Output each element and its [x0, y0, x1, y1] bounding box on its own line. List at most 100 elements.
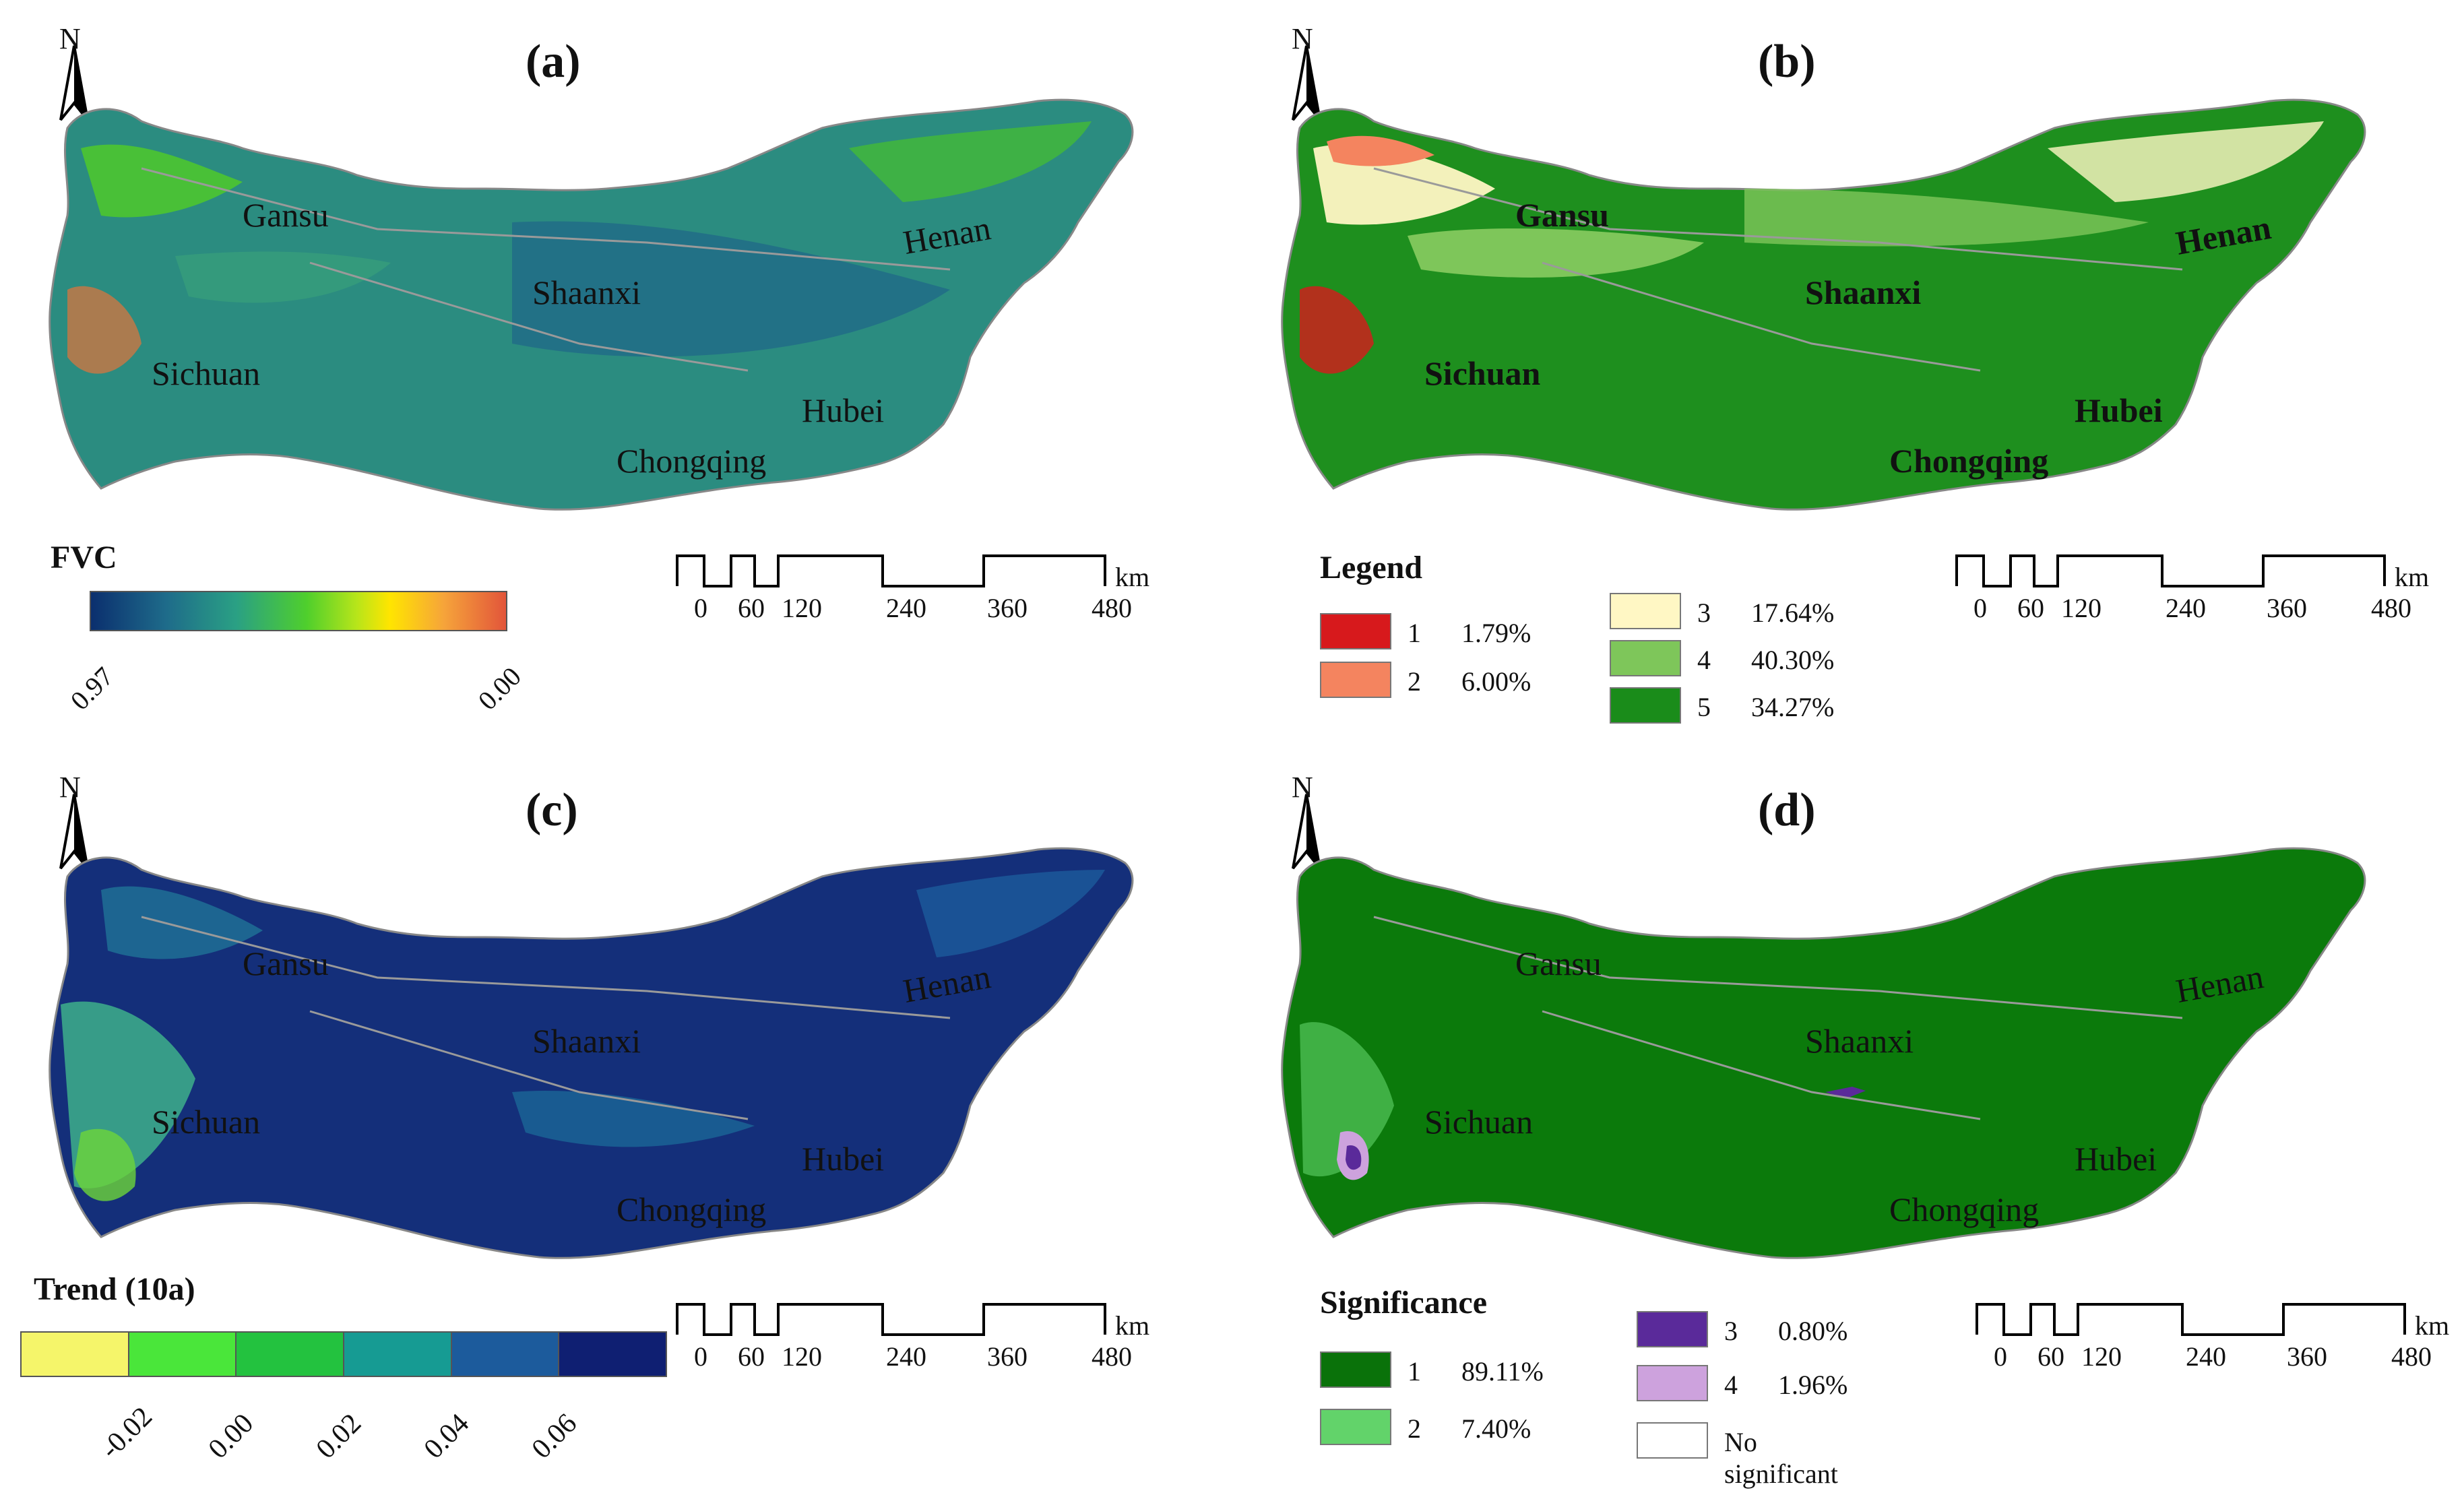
north-arrow-icon: [1292, 794, 1321, 870]
province-label-chongqing: Chongqing: [1889, 442, 2049, 480]
legend-class-pct: 89.11%: [1461, 1356, 1544, 1387]
scale-tick-360: 360: [987, 593, 1028, 623]
scale-tick-60: 60: [738, 593, 765, 623]
scale-tick-240: 240: [886, 1341, 926, 1372]
scale-tick-120: 120: [782, 593, 822, 623]
colorbar-min-label: 0.97: [64, 661, 120, 716]
trend-segment: [451, 1333, 560, 1376]
legend-swatch: [1610, 593, 1681, 629]
scale-tick-60: 60: [2017, 593, 2044, 623]
panel-a: (a) N Gansu Shaanxi Henan Sichuan Hubei …: [0, 0, 1232, 748]
scale-unit: km: [1115, 562, 1150, 592]
scale-bar: 0 60 120 240 360 480 km: [1973, 1298, 2464, 1392]
scale-tick-120: 120: [2081, 1341, 2122, 1372]
scale-bar: 0 60 120 240 360 480 km: [1953, 549, 2464, 643]
panel-d: (d) N Gansu Shaanxi Henan Sichuan Hubei …: [1232, 748, 2464, 1497]
north-arrow-icon: [1292, 45, 1321, 121]
legend-class-id: 5: [1697, 692, 1711, 722]
scale-tick-480: 480: [1092, 593, 1132, 623]
panel-label: (a): [526, 36, 581, 88]
legend-class-id: 4: [1724, 1370, 1738, 1400]
panel-c: (c) N Gansu Shaanxi Henan Sichuan Hubei …: [0, 748, 1232, 1497]
panel-label: (d): [1758, 784, 1816, 836]
scale-unit: km: [1115, 1310, 1150, 1341]
trend-tick: 0.02: [310, 1407, 368, 1465]
scale-unit: km: [2395, 562, 2430, 592]
province-label-hubei: Hubei: [2075, 1140, 2157, 1178]
scale-bar-graphic: [676, 554, 1106, 587]
province-label-chongqing: Chongqing: [617, 1190, 767, 1228]
legend-class-pct: 1.79%: [1461, 618, 1531, 648]
map-significance: [1281, 847, 2366, 1259]
legend-swatch: [1637, 1311, 1708, 1347]
scale-tick-360: 360: [2287, 1341, 2327, 1372]
legend-class-pct: 1.96%: [1778, 1370, 1848, 1400]
colorbar-max-label: 0.00: [472, 661, 528, 716]
trend-segment: [559, 1333, 666, 1376]
trend-tick: 0.06: [526, 1407, 583, 1465]
scale-tick-480: 480: [1092, 1341, 1132, 1372]
legend-title: FVC: [51, 540, 117, 575]
scale-bar: 0 60 120 240 360 480 km: [674, 549, 1213, 643]
province-label-shaanxi: Shaanxi: [1805, 1022, 1914, 1060]
legend-swatch: [1320, 1351, 1391, 1388]
trend-segment: [236, 1333, 345, 1376]
province-label-gansu: Gansu: [243, 196, 329, 234]
legend-class-id: 2: [1408, 666, 1421, 697]
legend-class-pct: 7.40%: [1461, 1413, 1531, 1444]
trend-tick: 0.00: [202, 1407, 260, 1465]
legend-class-id: 1: [1408, 1356, 1421, 1387]
legend-class-id: 2: [1408, 1413, 1421, 1444]
scale-tick-0: 0: [1973, 593, 1987, 623]
province-label-sichuan: Sichuan: [152, 354, 261, 392]
scale-bar-graphic: [1976, 1303, 2406, 1336]
legend-class-pct: 17.64%: [1751, 598, 1835, 628]
legend-swatch: [1637, 1422, 1708, 1459]
scale-tick-0: 0: [694, 1341, 707, 1372]
map-fvc: [49, 98, 1134, 511]
panel-b: (b) N Gansu Shaanxi Henan Sichuan Hubei …: [1232, 0, 2464, 748]
scale-tick-480: 480: [2371, 593, 2411, 623]
scale-tick-0: 0: [694, 593, 707, 623]
legend-title: Trend (10a): [34, 1271, 195, 1307]
province-label-chongqing: Chongqing: [1889, 1190, 2040, 1228]
trend-tick: -0.02: [94, 1401, 159, 1465]
trend-tick: 0.04: [418, 1407, 476, 1465]
legend-class-pct: 6.00%: [1461, 666, 1531, 697]
scale-tick-0: 0: [1994, 1341, 2007, 1372]
trend-segment: [129, 1333, 237, 1376]
scale-tick-120: 120: [2061, 593, 2102, 623]
province-label-hubei: Hubei: [802, 391, 885, 429]
north-letter: N: [59, 22, 81, 55]
north-arrow-icon: [59, 794, 89, 870]
scale-bar-graphic: [676, 1303, 1106, 1336]
panel-label: (c): [526, 784, 578, 836]
north-letter: N: [1292, 22, 1313, 55]
map-trend: [49, 847, 1134, 1259]
province-label-sichuan: Sichuan: [1424, 1103, 1534, 1141]
legend-swatch: [1637, 1365, 1708, 1401]
scale-tick-240: 240: [2166, 593, 2206, 623]
trend-segment: [22, 1333, 129, 1376]
province-label-gansu: Gansu: [1515, 196, 1609, 234]
fvc-colorbar: [90, 591, 507, 631]
legend-swatch: [1610, 687, 1681, 724]
scale-bar: 0 60 120 240 360 480 km: [674, 1298, 1213, 1392]
scale-bar-graphic: [1955, 554, 2386, 587]
legend-class-id: 4: [1697, 645, 1711, 675]
scale-tick-360: 360: [987, 1341, 1028, 1372]
legend-swatch: [1610, 640, 1681, 676]
legend-class-pct: 0.80%: [1778, 1316, 1848, 1346]
panel-label: (b): [1758, 36, 1816, 88]
province-label-shaanxi: Shaanxi: [532, 274, 641, 311]
north-letter: N: [1292, 771, 1313, 804]
legend-class-id: 3: [1697, 598, 1711, 628]
scale-tick-360: 360: [2267, 593, 2307, 623]
province-label-hubei: Hubei: [802, 1140, 885, 1178]
north-letter: N: [59, 771, 81, 804]
legend-no-sig-label: No significant: [1724, 1427, 1838, 1489]
legend-title: Legend: [1320, 550, 1423, 585]
legend-class-pct: 34.27%: [1751, 692, 1835, 722]
province-label-gansu: Gansu: [1515, 945, 1602, 982]
province-label-sichuan: Sichuan: [152, 1103, 261, 1141]
